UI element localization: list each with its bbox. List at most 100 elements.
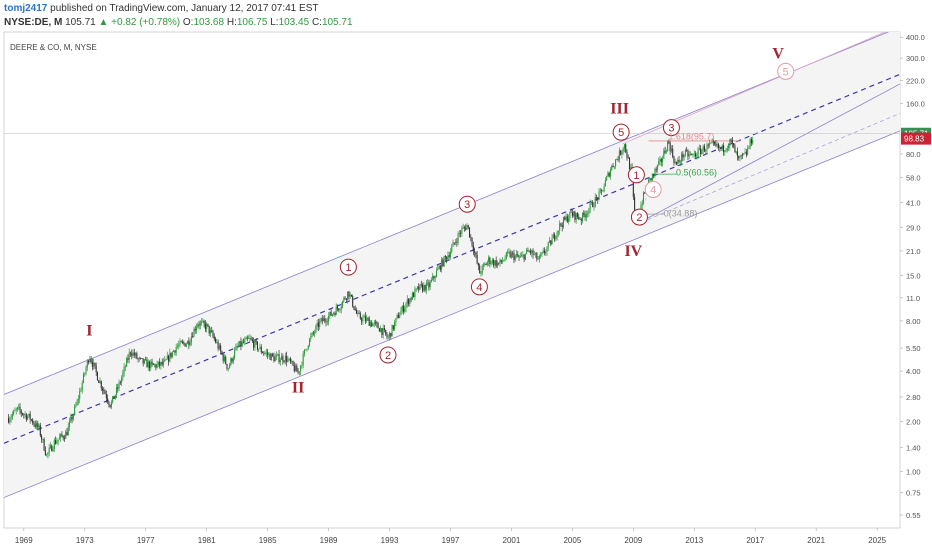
candle-body [77,399,79,401]
candle-body [485,264,487,266]
candle-body [458,232,460,234]
candle-body [278,354,280,363]
candle-body [136,353,138,359]
candle-body [254,340,256,348]
candle-body [494,260,496,266]
candle-body [682,153,684,158]
candle-body [428,282,430,288]
candle-body [88,360,90,363]
x-tick-label: 1993 [381,536,399,545]
candle-body [701,150,703,155]
candle-body [263,352,265,354]
candle-body [661,158,664,162]
candle-body [334,313,336,316]
candle-body [482,264,485,266]
candle-body [194,328,196,331]
candle-body [452,242,454,247]
candle-body [192,336,194,338]
candle-body [118,382,120,389]
y-tick-label: 29.0 [906,224,921,233]
wave-label-circle: 2 [379,346,397,364]
candle-body [321,318,323,322]
candle-body [338,308,340,311]
candle-body [173,350,175,352]
fib-label: 0.5(60.56) [676,167,717,177]
candle-body [86,360,88,368]
candle-body [273,355,275,362]
candle-body [734,145,736,153]
candle-body [67,426,69,436]
candle-body [175,347,177,353]
candle-body [236,345,238,347]
candle-body [448,255,450,257]
candle-body [752,139,754,144]
candle-body [508,251,510,253]
candle-body [383,328,385,330]
candle-body [181,342,184,343]
candle-body [56,441,58,444]
x-tick-label: 1981 [198,536,216,545]
candle-body [138,358,140,359]
candle-body [303,350,305,354]
candle-body [588,209,590,214]
candle-body [442,259,444,267]
candle-body [429,281,431,288]
candle-body [352,296,354,307]
candle-body [731,140,733,144]
candle-body [128,352,130,360]
candle-body [363,316,365,318]
candle-body [593,206,595,208]
price-tag: 98.83 [901,132,931,145]
x-axis: 1969 1973 1977 1981 1985 1989 1993 1997 2001 2005… [15,528,887,545]
candle-body [52,448,54,452]
candle-body [381,328,383,335]
candle-body [409,298,411,305]
candle-body [187,340,189,344]
candle-body [501,261,504,263]
x-tick-label: 1977 [137,536,155,545]
candle-body [61,434,63,437]
candle-body [689,154,692,155]
candle-body [359,313,361,319]
wave-number: 1 [633,170,639,182]
candle-body [310,336,312,339]
candle-body [710,142,712,144]
candle-body [738,156,740,158]
candle-body [151,361,153,364]
candle-body [201,321,203,323]
candle-body [301,365,303,367]
candle-body [552,234,554,239]
candle-body [697,148,699,156]
candle-body [113,396,115,399]
candle-body [595,197,598,198]
candle-body [275,355,278,357]
candle-body [63,438,65,439]
price-change: ▲ +0.82 (+0.78%) [98,17,181,28]
candle-body [725,150,727,152]
candle-body [307,345,309,349]
candle-body [620,150,622,155]
candle-body [292,361,294,366]
candle-body [424,285,426,291]
candle-body [208,325,210,334]
candle-body [35,422,38,427]
candle-body [119,382,121,384]
candle-body [353,306,355,310]
candle-body [162,361,165,365]
wave-label-circle: 1 [339,258,357,276]
publication-line: tomj2417 published on TradingView.com, J… [4,3,318,15]
candle-body [171,351,173,357]
candle-body [188,340,190,346]
candle-body [189,342,191,346]
x-tick-label: 2017 [746,536,764,545]
candle-body [33,423,35,425]
candle-body [642,192,645,204]
candle-body [137,358,139,360]
candle-body [481,265,483,274]
candle-body [433,275,435,279]
candle-body [674,162,676,164]
author-link[interactable]: tomj2417 [4,3,48,14]
y-tick-label: 2.80 [906,393,921,402]
candle-body [245,337,247,340]
